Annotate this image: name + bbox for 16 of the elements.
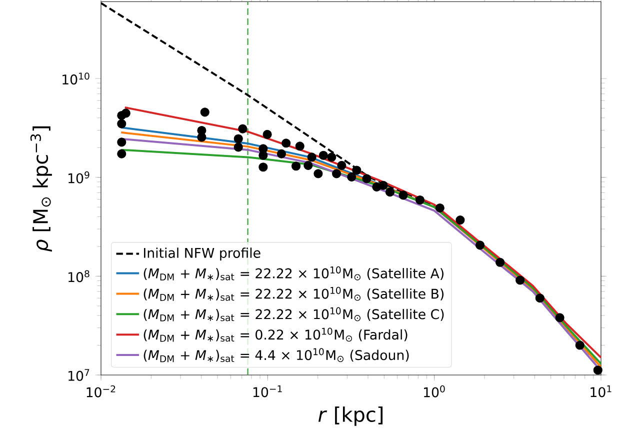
x-tick-label: 10$^{−1}$ <box>253 385 282 398</box>
text: (M$_{DM}$ + M$_{∗}$)$_{sat}$ = 22.22 × 10$^{10}$M$_{⊙}$ (Satellite B) <box>144 286 444 301</box>
y-axis-title: ρ [M$_{⊙}$ kpc$^{−3}$] <box>30 126 52 252</box>
x-axis-title: r [kpc] <box>318 406 383 426</box>
text: (M$_{DM}$ + M$_{∗}$)$_{sat}$ = 22.22 × 10$^{10}$M$_{⊙}$ (Satellite A) <box>144 266 444 280</box>
x-tick-label: 10$^{0}$ <box>424 385 445 398</box>
y-tick-label: 10$^{8}$ <box>68 270 90 282</box>
legend-label: Initial NFW profile <box>144 248 260 261</box>
text: (M$_{DM}$ + M$_{∗}$)$_{sat}$ = 4.4 × 10$^{10}$M$_{⊙}$ (Sadoun) <box>144 348 409 362</box>
y-tick-label: 10$^{10}$ <box>62 72 90 85</box>
x-tick-label: 10$^{−2}$ <box>86 385 116 398</box>
text: (M$_{DM}$ + M$_{∗}$)$_{sat}$ = 0.22 × 10$^{10}$M$_{⊙}$ (Fardal) <box>144 328 408 342</box>
text: (M$_{DM}$ + M$_{∗}$)$_{sat}$ = 22.22 × 10$^{10}$M$_{⊙}$ (Satellite C) <box>144 307 444 322</box>
x-tick-label: 10$^{1}$ <box>590 385 612 398</box>
y-tick-label: 10$^{7}$ <box>68 369 90 381</box>
y-tick-label: 10$^{9}$ <box>68 171 90 184</box>
